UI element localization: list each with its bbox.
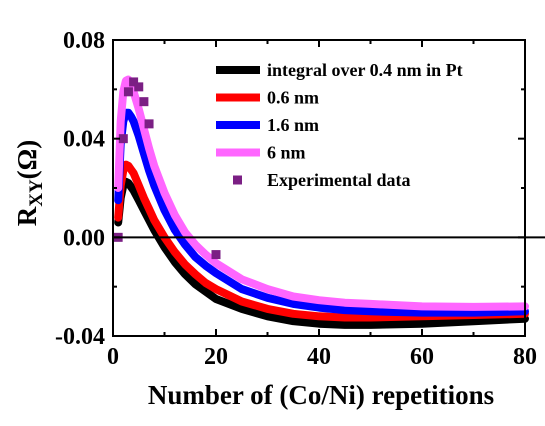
data-layer	[113, 75, 529, 329]
tick-labels: 0 20 40 60 80 -0.04 0.00 0.04 0.08	[55, 28, 537, 370]
x-tick-label: 0	[107, 344, 119, 370]
legend-swatch	[233, 175, 242, 185]
legend-label: integral over 0.4 nm in Pt	[267, 60, 463, 80]
y-axis-title-subscript: XY	[26, 179, 47, 207]
data-point	[134, 82, 144, 92]
legend-label: 0.6 nm	[267, 88, 319, 108]
data-point	[118, 134, 128, 144]
x-tick-label: 20	[204, 344, 228, 370]
series-line-1	[114, 160, 529, 322]
x-tick-label: 80	[513, 344, 537, 370]
y-tick-label: -0.04	[55, 324, 105, 350]
x-tick-label: 60	[410, 344, 434, 370]
y-tick-label: 0.04	[63, 127, 105, 153]
data-point	[139, 97, 149, 107]
y-axis-title: RXY(Ω)	[12, 140, 47, 227]
data-point	[211, 250, 221, 260]
series-line-3	[114, 75, 529, 311]
legend-label: Experimental data	[267, 170, 411, 190]
x-axis-title: Number of (Co/Ni) repetitions	[148, 380, 494, 410]
series-line-2	[114, 108, 529, 317]
y-axis-title-unit: (Ω)	[12, 140, 42, 180]
legend: integral over 0.4 nm in Pt 0.6 nm 1.6 nm 6 …	[216, 60, 463, 190]
series-line-0	[114, 177, 529, 329]
tick-marks	[112, 39, 526, 337]
data-point	[144, 119, 154, 129]
y-tick-label: 0.08	[63, 28, 105, 54]
data-point	[123, 87, 133, 97]
data-point	[129, 77, 139, 87]
legend-label: 6 nm	[267, 143, 306, 163]
legend-label: 1.6 nm	[267, 115, 319, 135]
y-tick-label: 0.00	[63, 225, 105, 251]
x-tick-label: 40	[307, 344, 331, 370]
y-axis-title-main: R	[12, 206, 42, 226]
